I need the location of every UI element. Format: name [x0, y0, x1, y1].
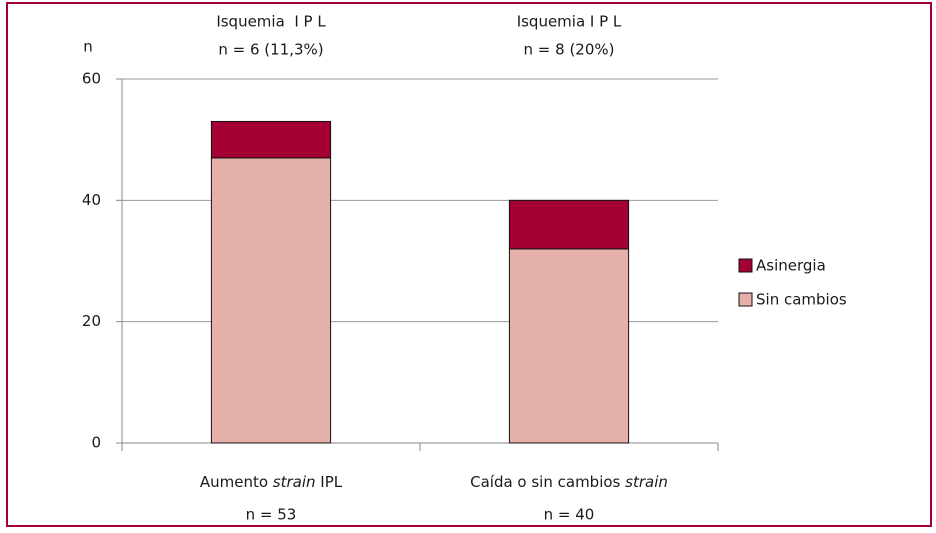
x-tick-label: Caída o sin cambios strain: [470, 473, 668, 491]
x-tick-label-part: Aumento: [200, 473, 273, 491]
top-annotation: n = 8 (20%): [524, 41, 615, 59]
bar-segment: [210, 157, 332, 444]
bar-segment: [508, 199, 630, 250]
y-tick-label: 60: [82, 70, 101, 88]
category-count: n = 53: [246, 506, 297, 524]
x-tick-label-part: Caída o sin cambios: [470, 473, 625, 491]
top-annotation: Isquemia I P L: [517, 13, 622, 31]
x-tick-label-part: IPL: [316, 473, 343, 491]
y-tick-label: 20: [82, 312, 101, 330]
y-tick-label: 0: [91, 434, 101, 452]
top-annotation: n = 6 (11,3%): [218, 41, 323, 59]
legend-label: Asinergia: [756, 257, 826, 275]
y-tick-label: 40: [82, 191, 101, 209]
x-tick-label-part: strain: [273, 473, 316, 491]
frame: [6, 2, 932, 527]
legend-swatch: [738, 258, 753, 273]
x-tick-label-part: strain: [625, 473, 668, 491]
legend-label: Sin cambios: [756, 291, 847, 309]
legend-swatch: [738, 292, 753, 307]
x-tick-label: Aumento strain IPL: [200, 473, 343, 491]
top-annotation: Isquemia I P L: [216, 13, 326, 31]
category-count: n = 40: [544, 506, 595, 524]
bar-segment: [210, 120, 332, 159]
bar-segment: [508, 248, 630, 444]
y-axis-label: n: [83, 38, 93, 56]
